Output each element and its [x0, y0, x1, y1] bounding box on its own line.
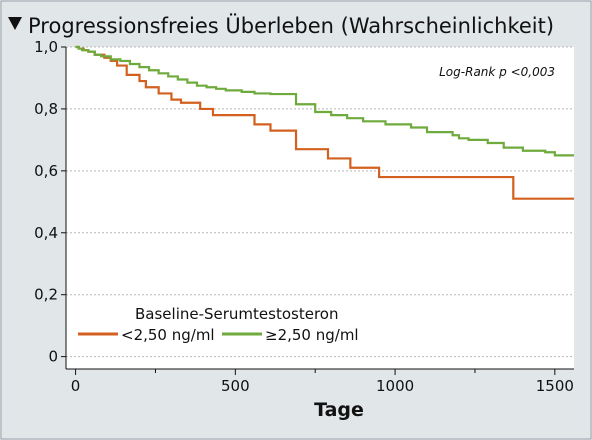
y-tick-label: 0,2 [34, 286, 58, 304]
y-tick-label: 0,8 [34, 100, 58, 118]
legend: Baseline-Serumtestosteron <2,50 ng/ml ≥2… [78, 305, 359, 344]
grid [66, 46, 574, 358]
plot-area [66, 47, 574, 369]
series-line-high [75, 45, 574, 157]
x-tick-label: 1500 [536, 377, 574, 395]
x-tick-label: 500 [221, 377, 250, 395]
logrank-annotation: Log-Rank p <0,003 [439, 65, 555, 79]
y-tick-label: 0 [48, 348, 58, 366]
legend-title: Baseline-Serumtestosteron [135, 305, 338, 323]
x-tick-label: 0 [71, 377, 81, 395]
chart-title: Progressionsfreies Überleben (Wahrschein… [28, 13, 554, 38]
down-triangle-icon [8, 17, 22, 30]
series-group [75, 45, 574, 200]
y-tick-label: 1,0 [34, 38, 58, 56]
x-tick-label: 1000 [376, 377, 414, 395]
x-axis-label: Tage [314, 399, 364, 421]
y-tick-label: 0,4 [34, 224, 58, 242]
axes: 0 0,2 0,4 0,6 0,8 1,0 0 500 1000 1500 [34, 38, 574, 395]
legend-label-high: ≥2,50 ng/ml [265, 326, 359, 344]
y-tick-label: 0,6 [34, 162, 58, 180]
legend-label-low: <2,50 ng/ml [121, 326, 215, 344]
